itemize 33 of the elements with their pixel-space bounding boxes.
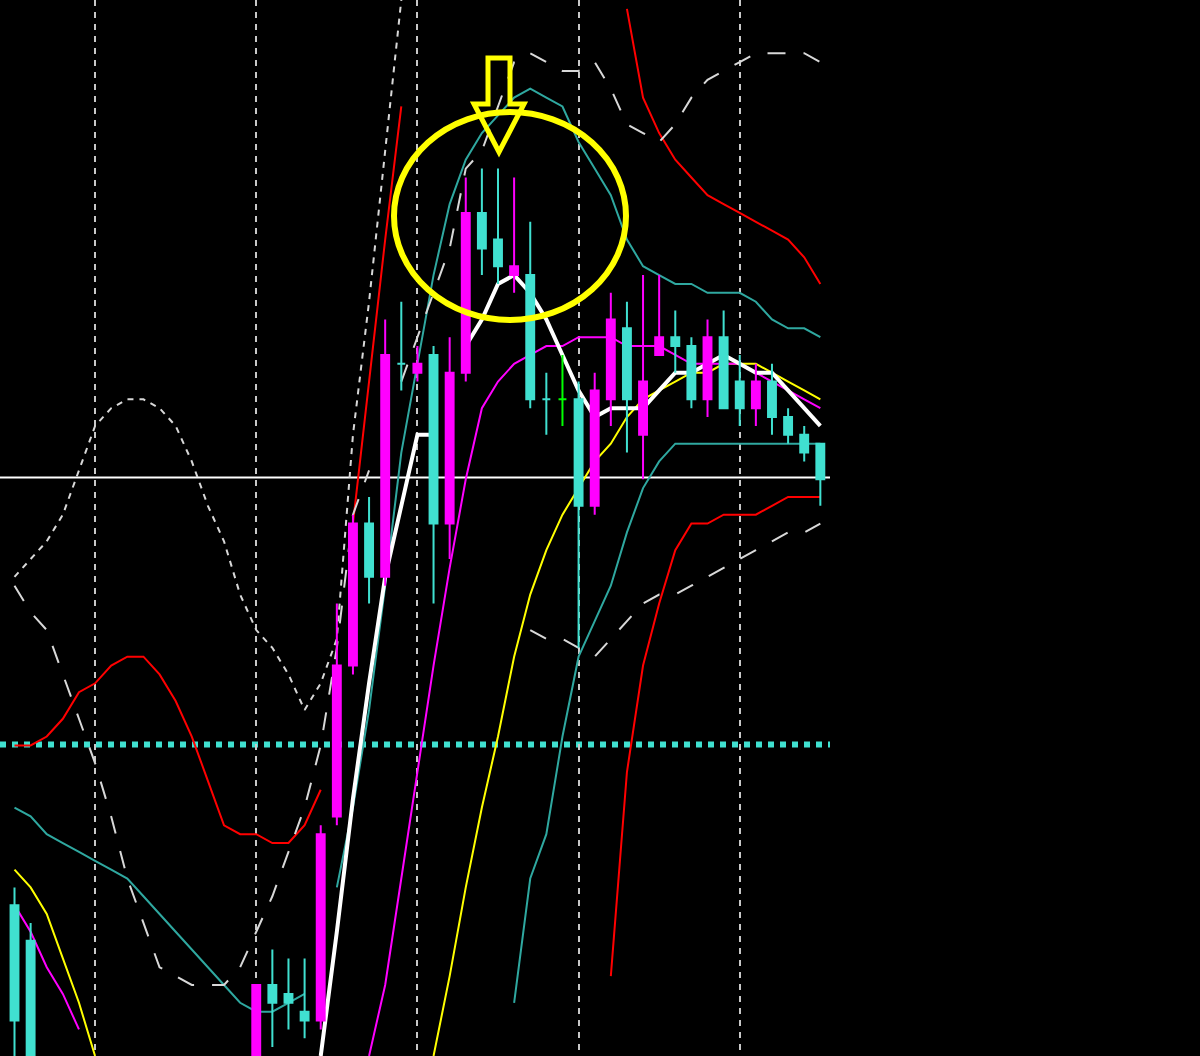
candlestick [348, 513, 358, 676]
candlestick [25, 921, 36, 1056]
candlestick [283, 957, 294, 1031]
candlestick [251, 984, 262, 1056]
candlestick [412, 345, 423, 383]
candlestick [686, 336, 697, 410]
candlestick [589, 371, 600, 516]
candlestick [509, 176, 520, 294]
candlestick [750, 362, 761, 427]
candlestick [541, 371, 552, 436]
candlestick [331, 602, 342, 827]
candlestick [364, 495, 375, 605]
candlestick [670, 309, 681, 374]
candlestick [460, 176, 471, 383]
candlestick [299, 957, 310, 1040]
candlestick [476, 167, 487, 277]
candlestick [315, 824, 326, 1031]
candlestick [783, 407, 794, 445]
candlestick [493, 167, 503, 285]
candlestick [9, 886, 20, 1056]
candlestick [815, 442, 826, 507]
candlestick [428, 345, 439, 605]
candlestick [525, 220, 536, 410]
candlestick [267, 948, 278, 1049]
candlestick [734, 353, 745, 427]
candlestick [621, 300, 632, 454]
candlestick [396, 300, 407, 392]
candlestick [573, 380, 584, 649]
candlestick [767, 362, 777, 436]
candlestick [380, 318, 391, 587]
candlestick [557, 353, 568, 427]
candlestick [799, 424, 810, 463]
candlestick [718, 309, 729, 410]
